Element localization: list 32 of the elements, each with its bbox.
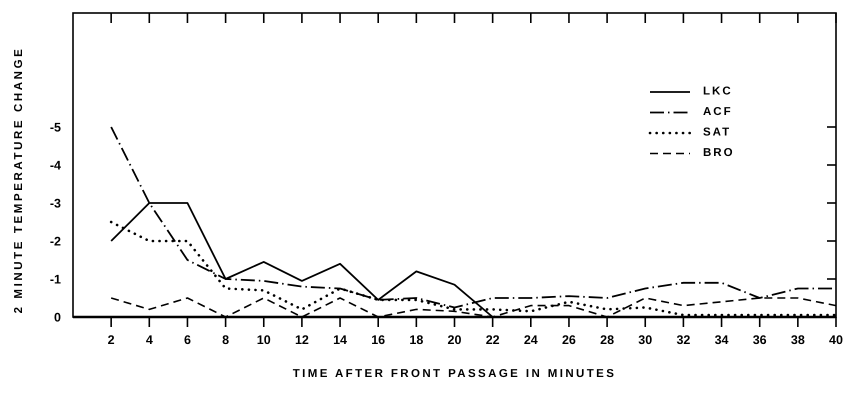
x-tick-label: 6 bbox=[184, 333, 191, 347]
x-tick-label: 22 bbox=[486, 333, 500, 347]
x-tick-label: 10 bbox=[256, 333, 271, 347]
legend-label: SAT bbox=[703, 126, 732, 138]
x-tick-label: 18 bbox=[409, 333, 424, 347]
legend-label: BRO bbox=[703, 146, 735, 159]
x-tick-label: 2 bbox=[108, 333, 115, 347]
legend-label: ACF bbox=[703, 106, 733, 118]
x-tick-label: 36 bbox=[752, 333, 767, 347]
x-tick-label: 24 bbox=[524, 333, 538, 347]
y-tick-label: -3 bbox=[50, 196, 62, 210]
x-axis-title: TIME AFTER FRONT PASSAGE IN MINUTES bbox=[292, 368, 616, 380]
x-tick-label: 4 bbox=[146, 333, 153, 347]
y-tick-label: 0 bbox=[54, 310, 62, 324]
legend-label: LKC bbox=[703, 85, 733, 98]
x-tick-label: 20 bbox=[448, 333, 462, 347]
x-tick-label: 16 bbox=[371, 333, 386, 347]
y-tick-label: -2 bbox=[50, 234, 62, 248]
x-tick-label: 34 bbox=[714, 333, 729, 347]
x-tick-label: 32 bbox=[676, 333, 690, 347]
x-tick-label: 12 bbox=[294, 333, 309, 347]
x-tick-label: 38 bbox=[790, 333, 805, 347]
x-tick-label: 40 bbox=[829, 333, 843, 347]
x-tick-label: 30 bbox=[638, 333, 652, 347]
x-tick-label: 28 bbox=[600, 333, 614, 347]
y-axis-title: 2 MINUTE TEMPERATURE CHANGE bbox=[13, 46, 25, 314]
x-tick-label: 8 bbox=[222, 333, 230, 347]
x-tick-label: 14 bbox=[333, 333, 348, 347]
y-tick-label: -5 bbox=[50, 120, 62, 134]
x-tick-label: 26 bbox=[562, 333, 576, 347]
y-tick-label: -1 bbox=[50, 272, 62, 286]
y-tick-label: -4 bbox=[50, 158, 62, 172]
